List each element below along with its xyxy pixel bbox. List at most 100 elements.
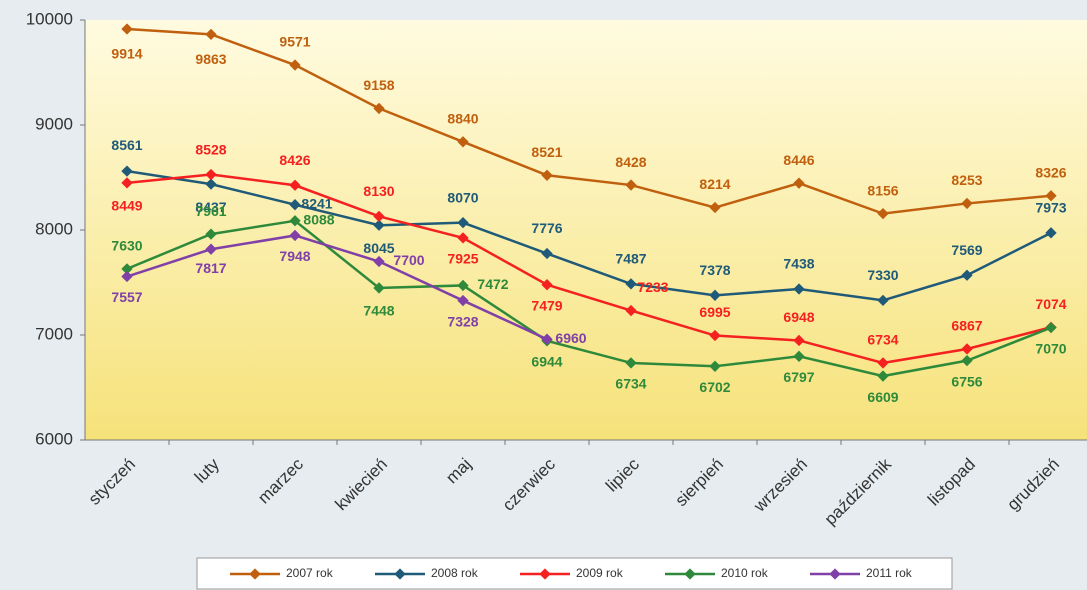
- data-label: 7776: [531, 220, 562, 236]
- point: [709, 360, 721, 372]
- point: [541, 333, 553, 345]
- legend-marker: [684, 568, 696, 580]
- point: [289, 199, 301, 211]
- point: [961, 197, 973, 210]
- point: [877, 207, 889, 220]
- point: [709, 289, 721, 301]
- x-tick-label: grudzień: [1003, 455, 1063, 515]
- point: [205, 243, 217, 255]
- series-line: [126, 169, 1052, 302]
- legend-label: 2008 rok: [431, 566, 479, 580]
- point: [793, 283, 805, 295]
- y-tick-label: 10000: [26, 9, 73, 28]
- data-label: 8528: [195, 141, 226, 157]
- series-line: [126, 27, 1052, 215]
- y-tick-label: 9000: [35, 114, 73, 133]
- legend-marker: [394, 568, 406, 580]
- data-label: 7630: [111, 238, 142, 254]
- point: [625, 179, 637, 191]
- data-label: 8437: [195, 199, 226, 215]
- data-label: 8561: [111, 137, 142, 153]
- data-label: 7070: [1035, 340, 1066, 356]
- point: [457, 232, 469, 244]
- point: [205, 178, 217, 190]
- data-label: 7233: [637, 279, 668, 295]
- point: [289, 215, 301, 227]
- point: [457, 136, 469, 148]
- data-label: 8156: [867, 182, 898, 198]
- point: [373, 255, 385, 268]
- y-tick-label: 6000: [35, 429, 73, 448]
- point: [373, 210, 385, 223]
- data-label: 8428: [615, 154, 646, 170]
- point: [961, 343, 973, 355]
- data-label: 8070: [447, 189, 478, 205]
- data-label: 6797: [783, 369, 814, 385]
- data-label: 7925: [447, 251, 478, 267]
- point: [877, 370, 889, 382]
- data-label: 7948: [279, 248, 310, 264]
- point: [541, 247, 553, 260]
- data-label: 7700: [393, 252, 424, 268]
- data-label: 6995: [699, 304, 730, 320]
- data-label: 7438: [783, 256, 814, 272]
- point: [1045, 190, 1057, 202]
- point: [793, 334, 805, 347]
- point: [877, 357, 889, 369]
- data-label: 7817: [195, 260, 226, 276]
- point: [877, 294, 889, 307]
- legend-marker: [829, 568, 841, 580]
- data-label: 8446: [783, 152, 814, 168]
- data-label: 7479: [531, 297, 562, 313]
- data-label: 6734: [867, 332, 898, 348]
- x-tick-label: maj: [442, 455, 475, 488]
- data-label: 6948: [783, 309, 814, 325]
- y-tick-label: 7000: [35, 324, 73, 343]
- data-label: 7328: [447, 313, 478, 329]
- data-label: 7448: [363, 303, 394, 319]
- point: [457, 279, 469, 292]
- data-label: 8840: [447, 111, 478, 127]
- y-tick-label: 8000: [35, 219, 73, 238]
- point: [709, 201, 721, 214]
- point: [457, 294, 469, 307]
- data-label: 7378: [699, 262, 730, 278]
- series-line: [126, 219, 1052, 378]
- point: [625, 357, 637, 369]
- x-tick-label: czerwiec: [499, 454, 560, 515]
- data-label: 9571: [279, 34, 310, 50]
- x-tick-label: lipiec: [602, 454, 643, 495]
- data-label: 6960: [555, 330, 586, 346]
- point: [541, 169, 553, 181]
- point: [625, 278, 637, 290]
- data-label: 7487: [615, 251, 646, 267]
- data-label: 8449: [111, 198, 142, 214]
- point: [961, 354, 973, 367]
- legend-marker: [249, 568, 261, 580]
- point: [1045, 227, 1057, 239]
- point: [793, 177, 805, 189]
- legend-label: 2010 rok: [721, 566, 769, 580]
- x-tick-label: wrzesień: [749, 455, 811, 517]
- point: [205, 168, 217, 181]
- data-label: 8130: [363, 183, 394, 199]
- point: [373, 219, 385, 231]
- point: [709, 329, 721, 342]
- point: [625, 304, 637, 317]
- x-tick-label: listopad: [924, 455, 979, 510]
- data-label: 9158: [363, 77, 394, 93]
- data-label: 8521: [531, 144, 562, 160]
- data-label: 6702: [699, 379, 730, 395]
- legend-label: 2009 rok: [576, 566, 624, 580]
- data-label: 8426: [279, 152, 310, 168]
- x-tick-label: październik: [821, 454, 896, 529]
- point: [457, 216, 469, 229]
- point: [961, 269, 973, 281]
- legend-label: 2011 rok: [866, 566, 913, 580]
- data-label: 6867: [951, 318, 982, 334]
- data-label: 9914: [111, 46, 142, 62]
- data-label: 8214: [699, 176, 730, 192]
- series-line: [126, 173, 1052, 365]
- data-label: 7472: [477, 276, 508, 292]
